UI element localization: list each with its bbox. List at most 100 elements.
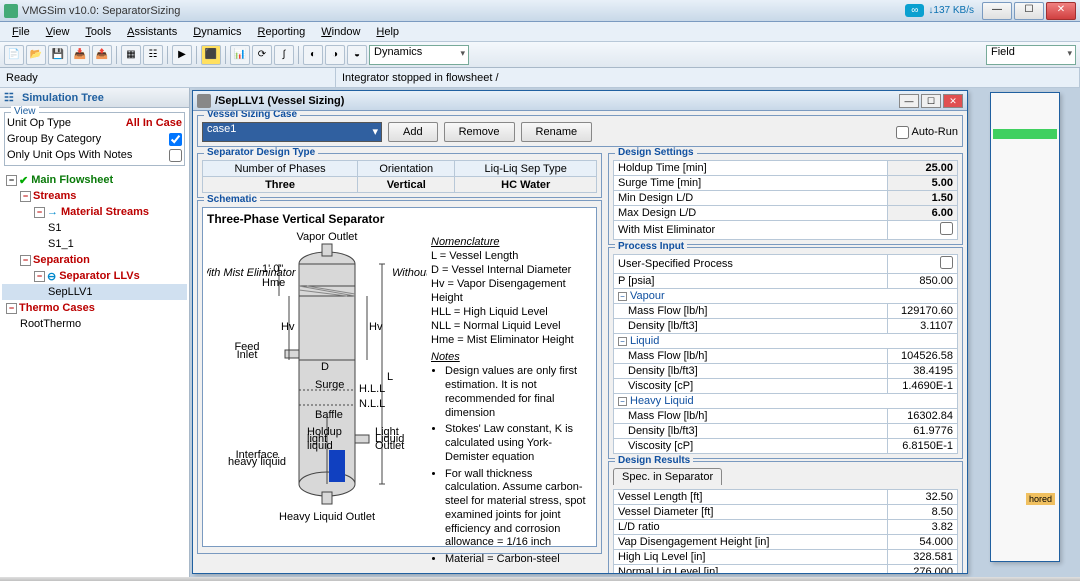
pi-liqmf-v[interactable]: 104526.58 <box>888 349 958 364</box>
tree-separator-llvs[interactable]: −⊖Separator LLVs <box>2 268 187 284</box>
tool-grid-icon[interactable]: ▦ <box>121 45 141 65</box>
menu-view[interactable]: View <box>38 24 78 40</box>
hdr-orient: Orientation <box>358 161 455 177</box>
dr-length-k: Vessel Length [ft] <box>614 490 888 505</box>
menu-help[interactable]: Help <box>368 24 407 40</box>
note-0: Design values are only first estimation.… <box>445 365 588 420</box>
ds-maxld-v[interactable]: 6.00 <box>888 206 958 221</box>
bg-progress <box>993 129 1057 139</box>
unit-set-combo[interactable]: Field <box>986 45 1076 65</box>
tool-light-icon[interactable]: ⬛ <box>201 45 221 65</box>
unit-op-type-label: Unit Op Type <box>7 117 126 129</box>
tool-export-icon[interactable]: 📤 <box>92 45 112 65</box>
svg-text:Baffle: Baffle <box>315 409 343 421</box>
tool-save-icon[interactable]: 💾 <box>48 45 68 65</box>
tree-separation[interactable]: −Separation <box>2 252 187 268</box>
tool-new-icon[interactable]: 📄 <box>4 45 24 65</box>
pi-vapour-hdr[interactable]: −Vapour <box>614 289 958 304</box>
close-button[interactable]: ✕ <box>1046 2 1076 20</box>
tool-dyn2-icon[interactable]: ◑ <box>325 45 345 65</box>
svg-text:Surge: Surge <box>315 379 344 391</box>
tool-integral-icon[interactable]: ∫ <box>274 45 294 65</box>
pi-userspec-v[interactable] <box>888 255 958 274</box>
mode-combo[interactable]: Dynamics <box>369 45 469 65</box>
ds-minld-v[interactable]: 1.50 <box>888 191 958 206</box>
nom-1: D = Vessel Internal Diameter <box>431 264 588 277</box>
ds-holdup-v[interactable]: 25.00 <box>888 161 958 176</box>
ds-holdup-k: Holdup Time [min] <box>614 161 888 176</box>
pi-hlmf-v[interactable]: 16302.84 <box>888 409 958 424</box>
pi-hlrho-v[interactable]: 61.9776 <box>888 424 958 439</box>
tool-open-icon[interactable]: 📂 <box>26 45 46 65</box>
tree-s1[interactable]: S1 <box>2 220 187 236</box>
pi-vapmf-v[interactable]: 129170.60 <box>888 304 958 319</box>
svg-text:Hme: Hme <box>262 277 285 289</box>
pi-liquid-hdr[interactable]: −Liquid <box>614 334 958 349</box>
val-orient[interactable]: Vertical <box>358 177 455 193</box>
pi-hlmu-v[interactable]: 6.8150E-1 <box>888 439 958 454</box>
taskbar <box>0 577 1080 581</box>
statusbar: Ready Integrator stopped in flowsheet / <box>0 68 1080 88</box>
subwin-min-button[interactable]: — <box>899 94 919 108</box>
toolbar: 📄 📂 💾 📥 📤 ▦ ☷ ▶ ⬛ 📊 ⟳ ∫ ◐ ◑ ◒ Dynamics F… <box>0 42 1080 68</box>
ds-mist-k: With Mist Eliminator <box>614 221 888 240</box>
minimize-button[interactable]: — <box>982 2 1012 20</box>
tool-dyn1-icon[interactable]: ◐ <box>303 45 323 65</box>
pi-liqrho-v[interactable]: 38.4195 <box>888 364 958 379</box>
tool-dyn3-icon[interactable]: ◒ <box>347 45 367 65</box>
dr-ld-v: 3.82 <box>888 520 958 535</box>
menu-window[interactable]: Window <box>313 24 368 40</box>
unit-op-type-value[interactable]: All In Case <box>126 117 182 129</box>
process-input-table: User-Specified Process P [psia]850.00 −V… <box>613 254 958 454</box>
ds-mist-v[interactable] <box>888 221 958 240</box>
svg-text:H.L.L: H.L.L <box>359 383 385 395</box>
tool-tree-icon[interactable]: ☷ <box>143 45 163 65</box>
case-combo[interactable]: case1 <box>202 122 382 142</box>
pi-userspec-k: User-Specified Process <box>614 255 888 274</box>
menu-assistants[interactable]: Assistants <box>119 24 185 40</box>
case-legend: Vessel Sizing Case <box>204 111 300 120</box>
pi-vaprho-v[interactable]: 3.1107 <box>888 319 958 334</box>
design-settings-fieldset: Design Settings Holdup Time [min]25.00 S… <box>608 153 963 245</box>
tool-import-icon[interactable]: 📥 <box>70 45 90 65</box>
rename-button[interactable]: Rename <box>521 122 593 142</box>
dr-diameter-k: Vessel Diameter [ft] <box>614 505 888 520</box>
menu-dynamics[interactable]: Dynamics <box>185 24 249 40</box>
pi-liqrho-k: Density [lb/ft3] <box>614 364 888 379</box>
val-phases[interactable]: Three <box>203 177 358 193</box>
sep-design-table: Number of Phases Orientation Liq-Liq Sep… <box>202 160 597 193</box>
add-button[interactable]: Add <box>388 122 438 142</box>
tree-sepllv1[interactable]: SepLLV1 <box>2 284 187 300</box>
pi-p-v[interactable]: 850.00 <box>888 274 958 289</box>
tree-streams[interactable]: −Streams <box>2 188 187 204</box>
tool-play-icon[interactable]: ▶ <box>172 45 192 65</box>
spec-tab[interactable]: Spec. in Separator <box>613 468 722 485</box>
tree-thermo-cases[interactable]: −Thermo Cases <box>2 300 187 316</box>
pi-heavy-hdr[interactable]: −Heavy Liquid <box>614 394 958 409</box>
vessel-window-titlebar[interactable]: /SepLLV1 (Vessel Sizing) — ☐ ✕ <box>193 91 967 111</box>
cloud-icon[interactable]: ∞ <box>905 4 924 17</box>
tool-chart-icon[interactable]: 📊 <box>230 45 250 65</box>
remove-button[interactable]: Remove <box>444 122 515 142</box>
auto-run-checkbox[interactable]: Auto-Run <box>896 126 958 139</box>
subwin-max-button[interactable]: ☐ <box>921 94 941 108</box>
tree-root-thermo[interactable]: RootThermo <box>2 316 187 332</box>
tree-main-flowsheet[interactable]: −✔Main Flowsheet <box>2 172 187 188</box>
menu-reporting[interactable]: Reporting <box>250 24 314 40</box>
svg-text:D: D <box>321 361 329 373</box>
tree-material-streams[interactable]: −→Material Streams <box>2 204 187 220</box>
tool-refresh-icon[interactable]: ⟳ <box>252 45 272 65</box>
vessel-window-title: /SepLLV1 (Vessel Sizing) <box>215 95 899 107</box>
menu-tools[interactable]: Tools <box>77 24 119 40</box>
pi-liqmu-v[interactable]: 1.4690E-1 <box>888 379 958 394</box>
subwin-close-button[interactable]: ✕ <box>943 94 963 108</box>
ds-surge-v[interactable]: 5.00 <box>888 176 958 191</box>
svg-text:Without Mist: Without Mist <box>392 267 427 279</box>
tree-s1-1[interactable]: S1_1 <box>2 236 187 252</box>
only-notes-checkbox[interactable] <box>169 149 182 162</box>
maximize-button[interactable]: ☐ <box>1014 2 1044 20</box>
val-lltype[interactable]: HC Water <box>455 177 597 193</box>
process-input-legend: Process Input <box>615 241 687 252</box>
menu-file[interactable]: File <box>4 24 38 40</box>
group-by-checkbox[interactable] <box>169 133 182 146</box>
